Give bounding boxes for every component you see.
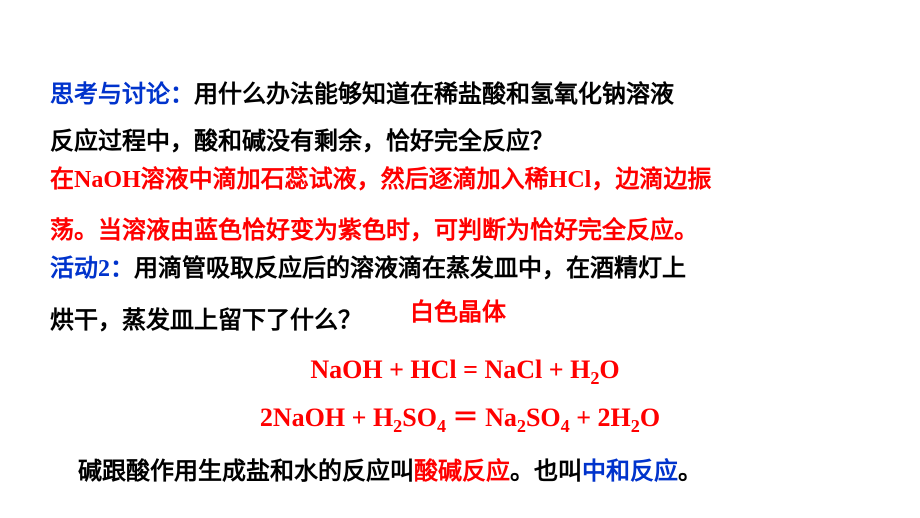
f1-naoh: NaOH: [310, 355, 382, 384]
f2-eq: ＝: [446, 403, 485, 432]
equation-2: 2NaOH + H2SO4 ＝ Na2SO4 + 2H2O: [50, 395, 870, 443]
discuss-line-2: 反应过程中，酸和碱没有剩余，恰好完全反应？: [50, 119, 870, 166]
answer-line-2: 荡。当溶液由蓝色恰好变为紫色时，可判断为恰好完全反应。: [50, 208, 870, 255]
answer-text-1b: 溶液中滴加石蕊试液，然后逐滴加入稀: [141, 167, 549, 193]
answer-text-1c: ，边滴边振: [591, 167, 711, 193]
activity-text-1: 用滴管吸取反应后的溶液滴在蒸发皿中，在酒精灯上: [134, 256, 686, 282]
f1-plus: +: [383, 355, 411, 384]
f2-sub2b: 2: [517, 416, 526, 436]
equation-1: NaOH + HCl = NaCl + H2O: [50, 347, 870, 395]
f2-o: O: [640, 403, 660, 432]
activity-line-1: 活动2：用滴管吸取反应后的溶液滴在蒸发皿中，在酒精灯上: [50, 255, 870, 284]
summary-text-2: 。也叫: [510, 459, 582, 485]
summary-blue: 中和反应: [582, 459, 678, 485]
f1-plus2: +: [542, 355, 570, 384]
f2-plus2: +: [570, 403, 598, 432]
discuss-label: 思考与讨论：: [50, 82, 194, 108]
f1-nacl: NaCl: [484, 355, 542, 384]
f2-sub4: 4: [437, 416, 446, 436]
activity-label: 活动2：: [50, 256, 134, 282]
f2-naoh: NaOH: [273, 403, 345, 432]
discuss-line-1: 思考与讨论：用什么办法能够知道在稀盐酸和氢氧化钠溶液: [50, 72, 870, 119]
formula-block: NaOH + HCl = NaCl + H2O 2NaOH + H2SO4 ＝ …: [50, 347, 870, 443]
white-crystal-text: 白色晶体: [410, 290, 506, 337]
f2-sub4b: 4: [561, 416, 570, 436]
answer-text-1a: 在: [50, 167, 74, 193]
f2-sub2c: 2: [631, 416, 640, 436]
answer-text-2: 荡。当溶液由蓝色恰好变为紫色时，可判断为恰好完全反应。: [50, 218, 698, 244]
summary-red: 酸碱反应: [414, 459, 510, 485]
summary-line: 碱跟酸作用生成盐和水的反应叫酸碱反应。也叫中和反应。: [50, 451, 870, 486]
f1-hcl: HCl: [410, 355, 456, 384]
f1-h: H: [570, 355, 590, 384]
f2-so2: SO: [526, 403, 561, 432]
f2-plus: +: [345, 403, 373, 432]
f2-so: SO: [402, 403, 437, 432]
summary-text-3: 。: [678, 459, 702, 485]
answer-naoh: NaOH: [74, 167, 141, 193]
activity-line-2: 烘干，蒸发皿上留下了什么？ 白色晶体: [50, 298, 870, 345]
f1-eq: =: [457, 355, 485, 384]
discuss-text-1: 用什么办法能够知道在稀盐酸和氢氧化钠溶液: [194, 82, 674, 108]
f2-sub2a: 2: [393, 416, 402, 436]
f2-na: Na: [485, 403, 517, 432]
answer-hcl: HCl: [549, 167, 592, 193]
f2-h: H: [373, 403, 393, 432]
activity-text-2: 烘干，蒸发皿上留下了什么？: [50, 308, 362, 334]
discuss-text-2: 反应过程中，酸和碱没有剩余，恰好完全反应？: [50, 129, 554, 155]
answer-line-1: 在NaOH溶液中滴加石蕊试液，然后逐滴加入稀HCl，边滴边振: [50, 166, 870, 195]
f2-coef: 2: [260, 403, 273, 432]
summary-text-1: 碱跟酸作用生成盐和水的反应叫: [78, 459, 414, 485]
f1-o: O: [599, 355, 619, 384]
f2-2h: 2H: [598, 403, 631, 432]
